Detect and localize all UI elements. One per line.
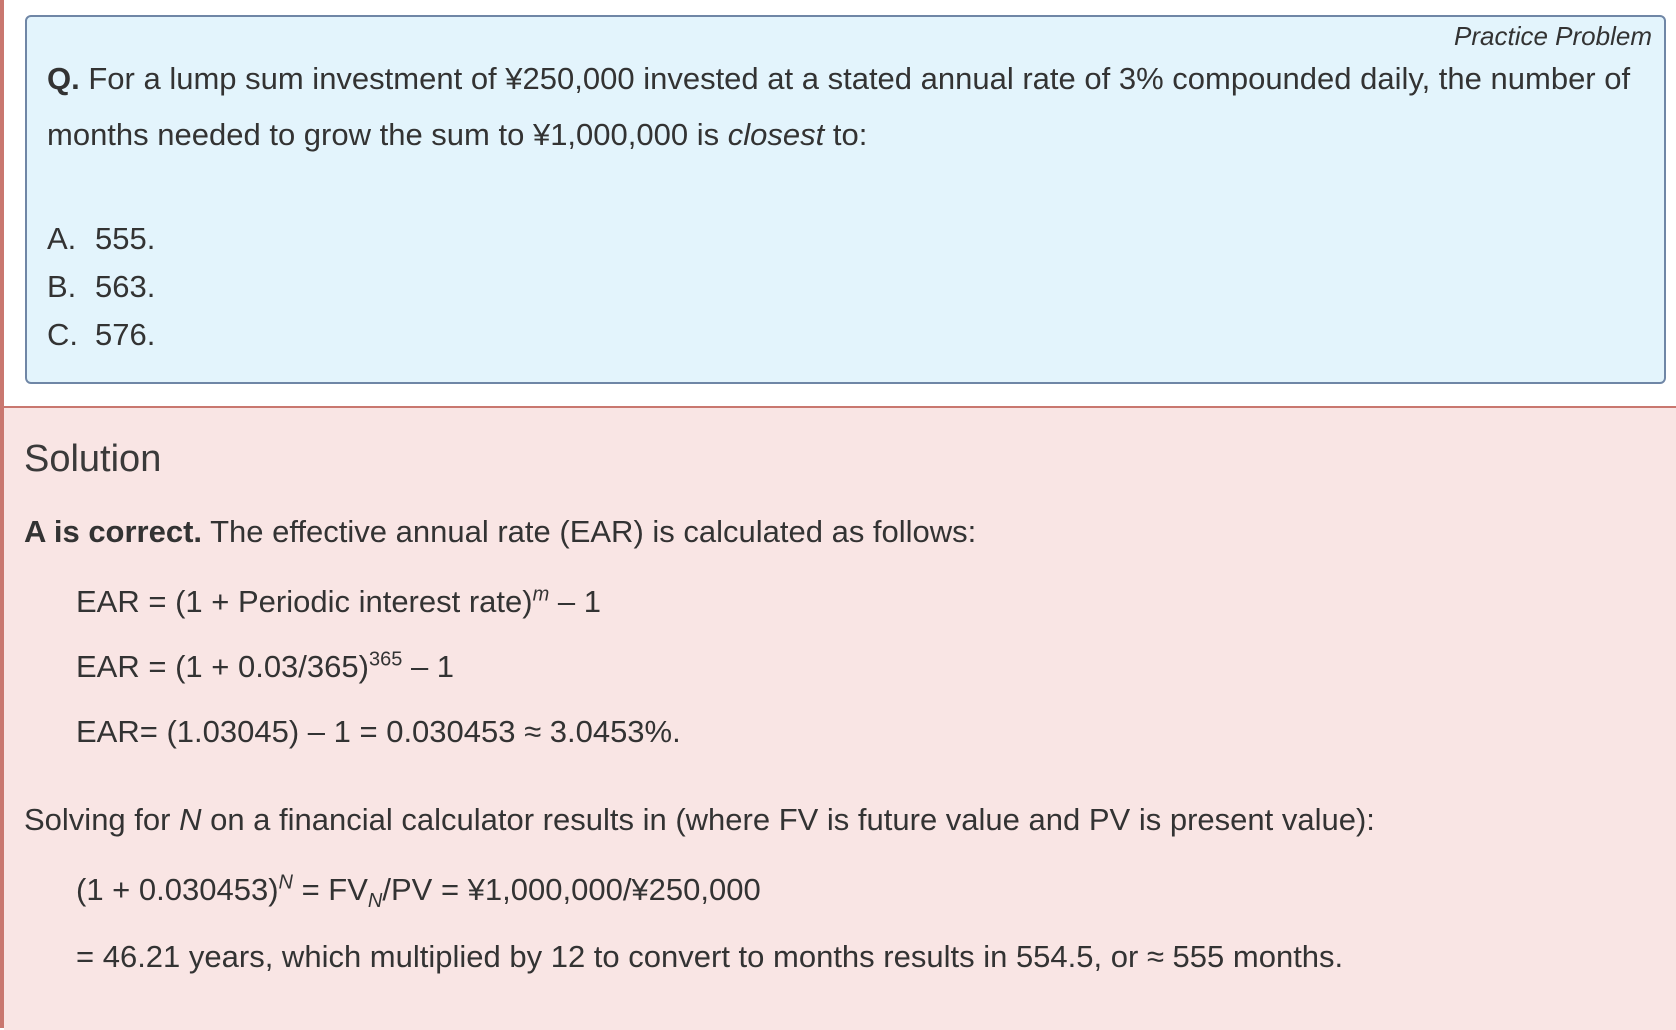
solving-before: Solving for bbox=[24, 802, 180, 837]
question-box: Practice Problem Q. For a lump sum inves… bbox=[25, 15, 1666, 384]
ear-sub-tail: – 1 bbox=[402, 649, 455, 684]
question-text: Q. For a lump sum investment of ¥250,000… bbox=[47, 51, 1647, 163]
option-b: B. 563. bbox=[47, 263, 155, 311]
option-a: A. 555. bbox=[47, 215, 155, 263]
option-letter: B. bbox=[47, 269, 77, 304]
fv-eq-subscript: N bbox=[367, 890, 383, 913]
ear-formula-base: EAR = (1 + Periodic interest rate) bbox=[76, 584, 533, 619]
question-marker: Q. bbox=[47, 61, 80, 96]
correct-answer-label: A is correct. bbox=[24, 514, 203, 549]
option-value: 563. bbox=[95, 269, 156, 304]
question-ending: to: bbox=[832, 117, 868, 152]
fv-eq-exponent: N bbox=[278, 871, 293, 894]
fv-eq-mid: = FV bbox=[292, 872, 368, 907]
solving-after: on a financial calculator results in (wh… bbox=[201, 802, 1375, 837]
answer-options: A. 555. B. 563. C. 576. bbox=[47, 215, 155, 359]
ear-formula-tail: – 1 bbox=[549, 584, 601, 619]
question-emphasis: closest bbox=[727, 117, 825, 152]
option-value: 576. bbox=[95, 317, 156, 352]
option-value: 555. bbox=[95, 221, 156, 256]
practice-problem-label: Practice Problem bbox=[1454, 21, 1652, 51]
left-accent-border bbox=[0, 0, 4, 1028]
fv-eq-base: (1 + 0.030453) bbox=[76, 872, 279, 907]
ear-formula-general: EAR = (1 + Periodic interest rate)m – 1 bbox=[76, 584, 601, 620]
fv-equation: (1 + 0.030453)N = FVN/PV = ¥1,000,000/¥2… bbox=[76, 871, 761, 911]
solution-intro: A is correct. The effective annual rate … bbox=[24, 514, 976, 550]
ear-exponent: m bbox=[532, 583, 550, 606]
fv-eq-tail: /PV = ¥1,000,000/¥250,000 bbox=[382, 872, 761, 907]
question-body: For a lump sum investment of ¥250,000 in… bbox=[47, 61, 1631, 152]
ear-formula-substituted: EAR = (1 + 0.03/365)365 – 1 bbox=[76, 649, 454, 685]
ear-result: EAR= (1.03045) – 1 = 0.030453 ≈ 3.0453%. bbox=[76, 714, 681, 749]
solving-variable: N bbox=[179, 802, 202, 837]
solution-title: Solution bbox=[24, 438, 162, 480]
solution-box: Solution A is correct. The effective ann… bbox=[4, 406, 1676, 1030]
ear-sub-base: EAR = (1 + 0.03/365) bbox=[76, 649, 369, 684]
solution-intro-text: The effective annual rate (EAR) is calcu… bbox=[210, 514, 977, 549]
option-letter: C. bbox=[47, 317, 78, 352]
solving-statement: Solving for N on a financial calculator … bbox=[24, 802, 1375, 838]
ear-sub-exponent: 365 bbox=[368, 648, 403, 671]
option-letter: A. bbox=[47, 221, 77, 256]
option-c: C. 576. bbox=[47, 311, 155, 359]
final-result: = 46.21 years, which multiplied by 12 to… bbox=[76, 939, 1344, 974]
